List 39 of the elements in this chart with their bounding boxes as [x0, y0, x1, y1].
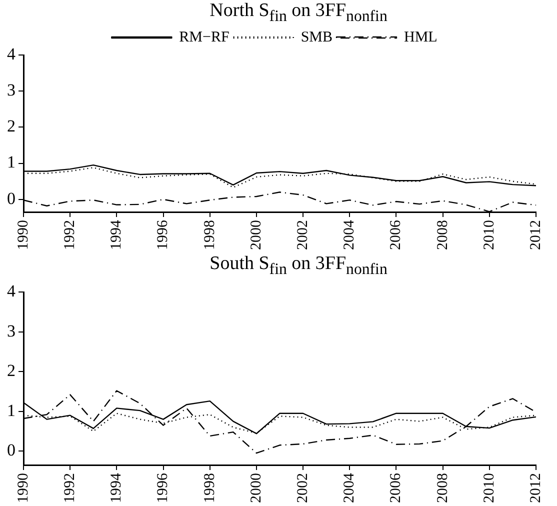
- y-tick-label: 4: [7, 282, 16, 301]
- x-tick-label: 2012: [528, 473, 544, 503]
- chart-title: South S$_{fin}$ on 3FF$_{nonfin}$: [208, 253, 388, 279]
- x-tick-label: 2002: [294, 473, 311, 503]
- x-tick-label: 2002: [294, 220, 311, 250]
- x-tick-label: 1996: [155, 472, 172, 503]
- x-tick-label: 2004: [342, 220, 358, 250]
- x-tick-label: 2004: [342, 472, 358, 503]
- x-tick-label: 2010: [481, 220, 498, 250]
- x-tick-label: 1992: [62, 220, 78, 250]
- x-tick-label: 1994: [108, 220, 125, 250]
- y-tick-label: 2: [7, 116, 16, 136]
- x-tick-label: 2006: [388, 472, 404, 503]
- x-tick-label: 1990: [15, 220, 32, 250]
- x-tick-label: 2000: [248, 473, 264, 503]
- y-tick-label: 0: [7, 440, 16, 460]
- x-tick-label: 1992: [62, 473, 78, 503]
- legend-label: SMB: [300, 29, 333, 46]
- y-tick-label: 1: [7, 152, 16, 172]
- x-tick-label: 1990: [15, 473, 32, 503]
- chart-title: North S$_{fin}$ on 3FF$_{nonfin}$: [208, 0, 388, 26]
- x-tick-label: 1994: [108, 472, 125, 503]
- y-tick-label: 4: [7, 44, 16, 64]
- x-tick-label: 1996: [155, 220, 172, 250]
- x-tick-label: 2008: [434, 473, 451, 503]
- x-tick-label: 1998: [202, 220, 218, 250]
- x-tick-label: 1998: [202, 473, 218, 503]
- x-tick-label: 2000: [248, 220, 264, 250]
- x-tick-label: 2010: [481, 473, 498, 503]
- y-tick-label: 3: [7, 321, 16, 340]
- legend-label: HML: [404, 29, 438, 46]
- y-tick-label: 1: [7, 400, 16, 420]
- x-tick-label: 2006: [388, 220, 404, 250]
- y-tick-label: 3: [7, 80, 16, 100]
- x-tick-label: 2012: [528, 220, 544, 250]
- x-tick-label: 2008: [434, 220, 451, 250]
- legend-label: RM−RF: [179, 29, 230, 46]
- y-tick-label: 2: [7, 361, 16, 380]
- y-tick-label: 0: [7, 188, 16, 208]
